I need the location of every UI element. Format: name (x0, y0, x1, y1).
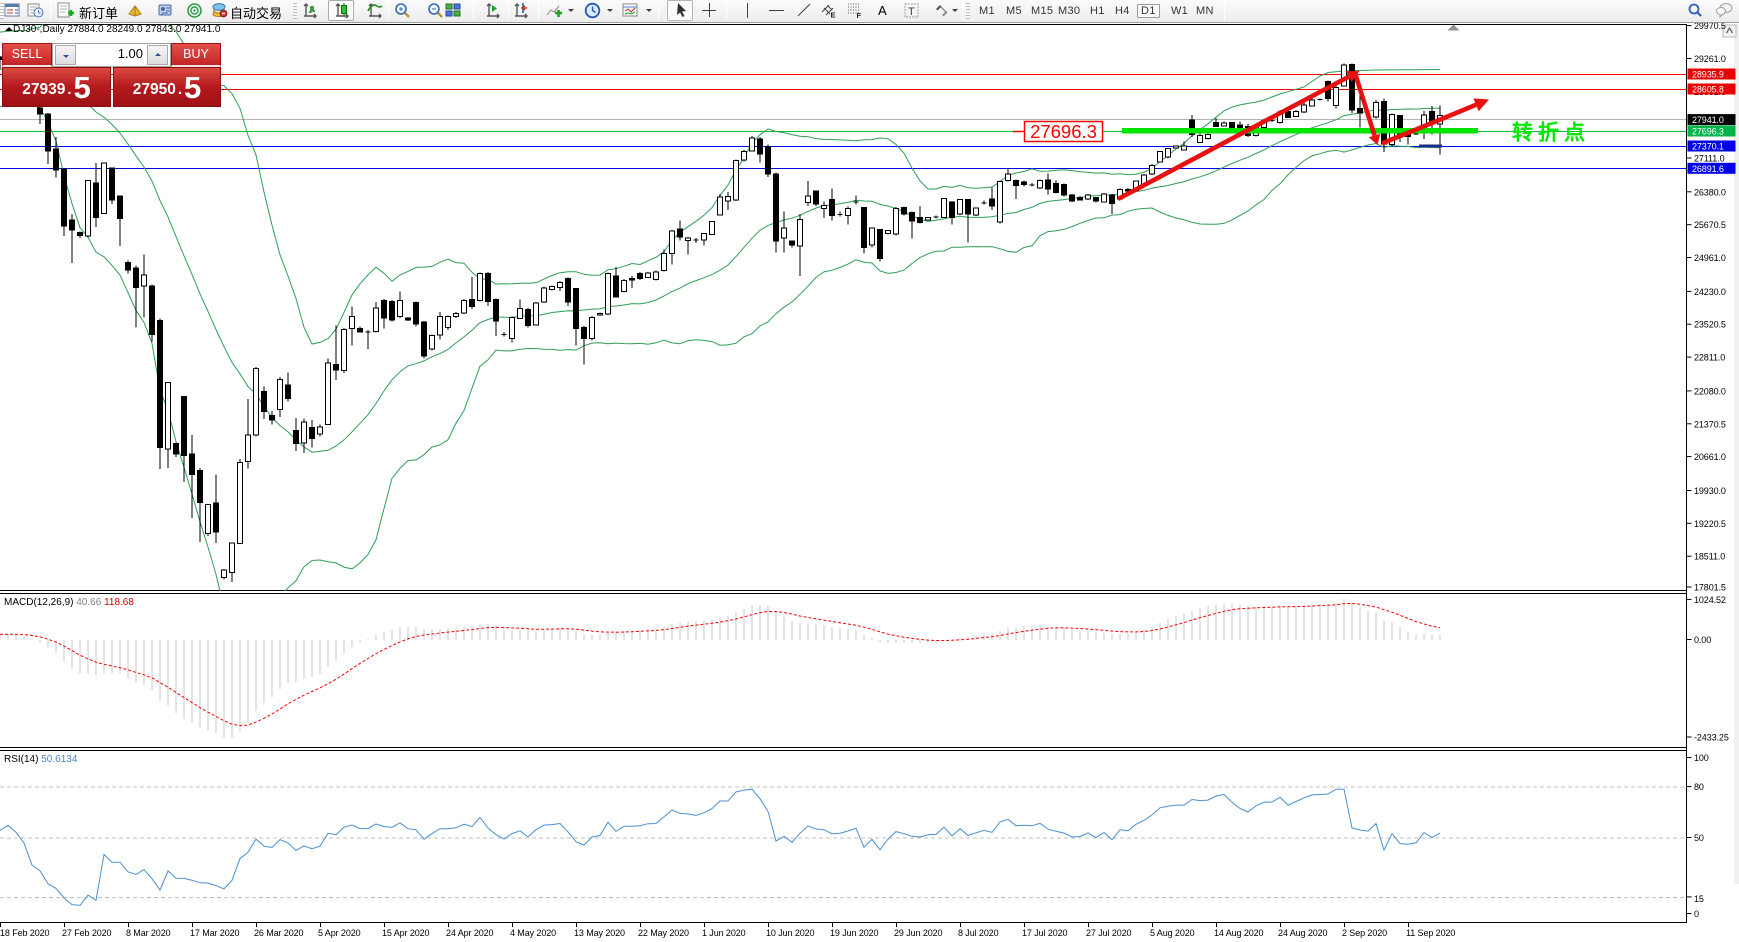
svg-text:0.00: 0.00 (1694, 635, 1711, 645)
svg-text:1024.52: 1024.52 (1694, 595, 1726, 605)
svg-text:21370.5: 21370.5 (1694, 419, 1726, 429)
svg-text:27370.1: 27370.1 (1692, 142, 1724, 152)
svg-text:5 Aug 2020: 5 Aug 2020 (1150, 928, 1195, 938)
svg-text:18511.0: 18511.0 (1694, 552, 1725, 562)
svg-text:25670.5: 25670.5 (1694, 220, 1726, 230)
svg-text:DJ30-,Daily 27884.0 28249.0 2: DJ30-,Daily 27884.0 28249.0 27843.0 2794… (13, 24, 221, 35)
svg-text:27111.0: 27111.0 (1694, 154, 1725, 164)
svg-text:80: 80 (1694, 782, 1704, 792)
svg-text:27696.3: 27696.3 (1030, 121, 1097, 142)
svg-text:23520.5: 23520.5 (1694, 320, 1726, 330)
svg-text:19 Jun 2020: 19 Jun 2020 (830, 928, 879, 938)
svg-text:22080.0: 22080.0 (1694, 386, 1726, 396)
svg-text:8 Jul 2020: 8 Jul 2020 (958, 928, 999, 938)
svg-text:24961.0: 24961.0 (1694, 253, 1726, 263)
svg-text:29 Jun 2020: 29 Jun 2020 (894, 928, 943, 938)
svg-text:1 Jun 2020: 1 Jun 2020 (702, 928, 746, 938)
svg-text:11 Sep 2020: 11 Sep 2020 (1406, 928, 1455, 938)
svg-text:T: T (908, 6, 915, 18)
svg-text:29261.0: 29261.0 (1694, 54, 1726, 64)
svg-text:8 Mar 2020: 8 Mar 2020 (126, 928, 171, 938)
svg-text:27941.0: 27941.0 (1692, 115, 1724, 125)
svg-text:29970.5: 29970.5 (1694, 21, 1726, 31)
svg-text:22811.0: 22811.0 (1694, 353, 1725, 363)
svg-text:20661.0: 20661.0 (1694, 452, 1726, 462)
svg-text:26380.0: 26380.0 (1694, 187, 1726, 197)
svg-text:E: E (831, 11, 836, 20)
svg-text:MACD(12,26,9) 40.66 118.68: MACD(12,26,9) 40.66 118.68 (4, 597, 134, 608)
svg-text:27 Feb 2020: 27 Feb 2020 (62, 928, 112, 938)
svg-text:17 Mar 2020: 17 Mar 2020 (190, 928, 240, 938)
svg-text:26 Mar 2020: 26 Mar 2020 (254, 928, 304, 938)
svg-text:28605.8: 28605.8 (1692, 85, 1724, 95)
svg-text:28935.9: 28935.9 (1692, 70, 1724, 80)
svg-text:50: 50 (1694, 833, 1704, 843)
svg-text:26891.6: 26891.6 (1692, 164, 1724, 174)
svg-text:24230.0: 24230.0 (1694, 287, 1726, 297)
svg-text:转折点: 转折点 (1512, 121, 1590, 145)
svg-text:2 Sep 2020: 2 Sep 2020 (1342, 928, 1387, 938)
svg-text:10 Jun 2020: 10 Jun 2020 (766, 928, 815, 938)
svg-text:24 Apr 2020: 24 Apr 2020 (446, 928, 494, 938)
svg-text:14 Aug 2020: 14 Aug 2020 (1214, 928, 1264, 938)
svg-text:17 Jul 2020: 17 Jul 2020 (1022, 928, 1068, 938)
svg-text:19930.0: 19930.0 (1694, 486, 1726, 496)
svg-text:15: 15 (1694, 894, 1704, 904)
svg-text:18 Feb 2020: 18 Feb 2020 (0, 928, 50, 938)
svg-text:17801.5: 17801.5 (1694, 583, 1726, 593)
svg-text:19220.5: 19220.5 (1694, 519, 1726, 529)
svg-text:15 Apr 2020: 15 Apr 2020 (382, 928, 430, 938)
svg-text:4 May 2020: 4 May 2020 (510, 928, 556, 938)
svg-text:13 May 2020: 13 May 2020 (574, 928, 625, 938)
svg-text:0: 0 (1694, 909, 1699, 919)
svg-text:22 May 2020: 22 May 2020 (638, 928, 689, 938)
svg-text:-2433.25: -2433.25 (1694, 733, 1729, 743)
svg-text:100: 100 (1694, 753, 1709, 763)
svg-text:27696.3: 27696.3 (1692, 127, 1724, 137)
svg-text:RSI(14) 50.6134: RSI(14) 50.6134 (4, 754, 78, 765)
svg-text:24 Aug 2020: 24 Aug 2020 (1278, 928, 1328, 938)
svg-text:5 Apr 2020: 5 Apr 2020 (318, 928, 361, 938)
svg-text:27 Jul 2020: 27 Jul 2020 (1086, 928, 1132, 938)
svg-text:F: F (857, 11, 862, 19)
